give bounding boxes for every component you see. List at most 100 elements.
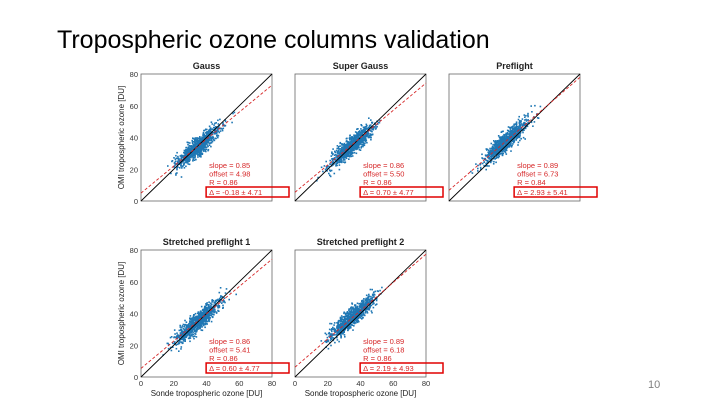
data-point <box>339 321 342 323</box>
data-point <box>517 130 519 133</box>
data-point <box>193 159 196 161</box>
data-point <box>197 137 199 139</box>
data-point <box>358 133 360 135</box>
data-point <box>515 123 518 125</box>
data-point <box>222 301 224 303</box>
y-tick-label: 20 <box>130 165 138 174</box>
data-point <box>371 311 373 314</box>
data-point <box>357 131 360 133</box>
data-point <box>348 142 350 144</box>
data-point <box>184 319 186 322</box>
data-point <box>353 314 355 316</box>
data-point <box>501 152 503 155</box>
data-point <box>350 318 353 320</box>
data-point <box>335 163 337 166</box>
data-point <box>333 172 336 175</box>
data-point <box>370 124 372 126</box>
data-point <box>195 153 198 155</box>
data-point <box>332 326 334 329</box>
data-point <box>185 153 187 155</box>
data-point <box>520 121 522 124</box>
data-point <box>190 330 192 333</box>
data-point <box>201 319 203 321</box>
data-point <box>337 156 339 159</box>
data-point <box>499 142 502 145</box>
data-point <box>185 324 188 327</box>
data-point <box>349 308 351 310</box>
data-point <box>369 126 372 128</box>
data-point <box>493 140 495 142</box>
data-point <box>188 333 190 336</box>
data-point <box>207 149 209 152</box>
data-point <box>369 307 371 309</box>
data-point <box>193 327 195 330</box>
data-point <box>498 149 501 151</box>
data-point <box>198 137 201 140</box>
data-point <box>341 324 344 326</box>
data-point <box>338 159 340 161</box>
data-point <box>364 302 366 304</box>
data-point <box>352 329 354 331</box>
data-point <box>374 128 377 130</box>
data-point <box>212 300 214 302</box>
data-point <box>530 121 533 124</box>
data-point <box>198 324 201 327</box>
data-point <box>180 333 182 336</box>
data-point <box>215 299 218 301</box>
data-point <box>214 127 216 130</box>
data-point <box>192 140 195 143</box>
data-point <box>211 315 214 318</box>
data-point <box>197 143 199 145</box>
data-point <box>180 329 182 332</box>
data-point <box>488 156 491 158</box>
data-point <box>366 308 369 310</box>
data-point <box>512 125 514 128</box>
data-point <box>217 300 220 302</box>
data-point <box>348 308 350 310</box>
data-point <box>524 124 526 126</box>
bias-label: Δ = -0.18 ± 4.71 <box>209 188 262 197</box>
stats-label: slope = 0.89 <box>363 337 404 346</box>
data-point <box>205 316 207 319</box>
data-point <box>215 131 218 133</box>
data-point <box>345 144 347 146</box>
data-point <box>511 130 514 132</box>
data-point <box>514 127 516 130</box>
data-point <box>208 318 211 321</box>
data-point <box>342 333 344 335</box>
data-point <box>216 135 218 137</box>
data-point <box>183 159 186 162</box>
data-point <box>483 164 485 167</box>
data-point <box>518 130 521 132</box>
data-point <box>197 326 199 329</box>
data-point <box>215 312 218 314</box>
data-point <box>339 318 342 321</box>
data-point <box>504 146 506 149</box>
data-point <box>189 156 192 159</box>
data-point <box>355 319 358 321</box>
data-point <box>181 165 183 168</box>
data-point <box>186 150 189 152</box>
data-point <box>186 153 188 156</box>
data-point <box>198 320 200 323</box>
data-point <box>329 339 332 341</box>
data-point <box>211 136 214 139</box>
data-point <box>518 121 521 124</box>
data-point <box>363 134 365 136</box>
data-point <box>364 310 367 313</box>
data-point <box>329 334 331 337</box>
data-point <box>221 128 223 130</box>
data-point <box>361 130 363 132</box>
data-point <box>208 133 210 135</box>
data-point <box>172 342 174 345</box>
data-point <box>481 162 484 165</box>
data-point <box>212 311 214 313</box>
data-point <box>500 136 503 138</box>
data-point <box>490 160 493 162</box>
data-point <box>183 149 186 152</box>
data-point <box>490 152 492 154</box>
data-point <box>328 335 330 338</box>
data-point <box>334 341 336 344</box>
data-point <box>373 302 375 305</box>
bias-label: Δ = 0.70 ± 4.77 <box>363 188 414 197</box>
